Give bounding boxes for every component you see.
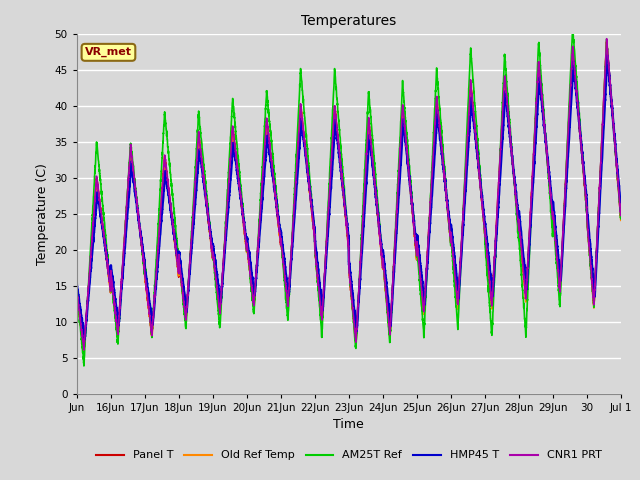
CNR1 PRT (539, 106, 547, 111)
Panel T (617, 215, 625, 220)
Panel T (525, 243, 532, 249)
Panel T (186, 263, 193, 268)
AM25T Ref (73, 287, 81, 292)
Old Ref Temp (398, 113, 406, 119)
CNR1 PRT (73, 287, 81, 292)
Old Ref Temp (369, 162, 377, 168)
X-axis label: Time: Time (333, 418, 364, 431)
HMP45 T (617, 206, 625, 212)
AM25T Ref (369, 142, 377, 147)
CNR1 PRT (186, 260, 193, 265)
Panel T (73, 291, 81, 297)
AM25T Ref (569, 23, 577, 29)
Line: HMP45 T: HMP45 T (77, 55, 621, 339)
HMP45 T (525, 252, 532, 257)
CNR1 PRT (369, 161, 377, 167)
HMP45 T (539, 109, 547, 115)
Old Ref Temp (73, 291, 81, 297)
CNR1 PRT (80, 347, 88, 353)
HMP45 T (81, 336, 88, 342)
Old Ref Temp (525, 245, 532, 251)
Panel T (398, 111, 406, 117)
Panel T (498, 120, 506, 126)
Old Ref Temp (539, 106, 547, 112)
CNR1 PRT (603, 36, 611, 42)
Old Ref Temp (80, 348, 88, 354)
Title: Temperatures: Temperatures (301, 14, 396, 28)
Panel T (369, 163, 377, 168)
AM25T Ref (525, 270, 532, 276)
HMP45 T (73, 281, 81, 287)
Old Ref Temp (603, 38, 611, 44)
HMP45 T (186, 271, 193, 277)
HMP45 T (398, 139, 406, 144)
Panel T (539, 106, 547, 111)
AM25T Ref (617, 216, 625, 222)
CNR1 PRT (525, 243, 532, 249)
Line: AM25T Ref: AM25T Ref (77, 26, 621, 366)
Old Ref Temp (498, 119, 506, 125)
Panel T (80, 348, 88, 354)
CNR1 PRT (617, 213, 625, 218)
Line: CNR1 PRT: CNR1 PRT (77, 39, 621, 350)
Text: VR_met: VR_met (85, 47, 132, 58)
AM25T Ref (398, 92, 406, 98)
AM25T Ref (539, 94, 547, 99)
Panel T (603, 39, 611, 45)
AM25T Ref (80, 363, 88, 369)
Legend: Panel T, Old Ref Temp, AM25T Ref, HMP45 T, CNR1 PRT: Panel T, Old Ref Temp, AM25T Ref, HMP45 … (92, 446, 606, 465)
HMP45 T (498, 141, 506, 146)
Line: Old Ref Temp: Old Ref Temp (77, 41, 621, 351)
AM25T Ref (498, 112, 506, 118)
HMP45 T (604, 52, 611, 58)
Old Ref Temp (186, 263, 193, 268)
AM25T Ref (186, 262, 193, 267)
HMP45 T (369, 164, 377, 170)
Line: Panel T: Panel T (77, 42, 621, 351)
Old Ref Temp (617, 217, 625, 223)
CNR1 PRT (498, 119, 506, 124)
Y-axis label: Temperature (C): Temperature (C) (36, 163, 49, 264)
CNR1 PRT (398, 112, 406, 118)
